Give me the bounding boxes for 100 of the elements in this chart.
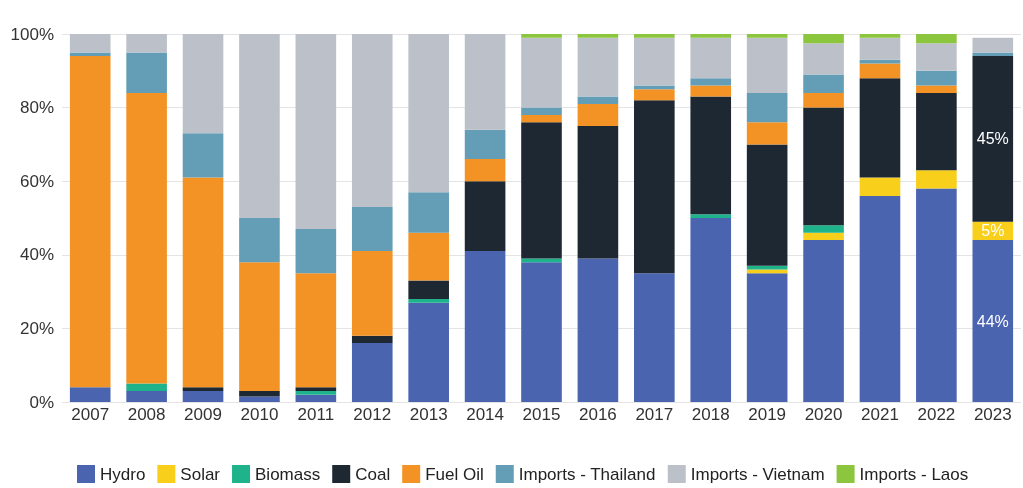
bar xyxy=(634,100,675,274)
bar xyxy=(182,177,224,388)
bar xyxy=(126,92,167,384)
bar xyxy=(746,273,788,402)
x-tick-label: 2021 xyxy=(861,405,899,424)
bar xyxy=(182,390,224,402)
bar xyxy=(916,85,957,93)
bar xyxy=(351,335,393,344)
bar xyxy=(916,43,957,71)
bar xyxy=(916,188,957,402)
bar xyxy=(803,225,844,233)
bar xyxy=(295,273,337,388)
bar xyxy=(803,240,844,402)
bar xyxy=(239,34,280,218)
y-tick-label: 100% xyxy=(10,24,54,44)
bar xyxy=(69,387,111,402)
data-label: 45% xyxy=(976,130,1009,148)
x-tick-label: 2011 xyxy=(297,405,335,424)
bar xyxy=(803,107,844,226)
bar xyxy=(521,262,562,402)
bar xyxy=(182,387,224,391)
legend-label: Biomass xyxy=(255,464,321,484)
bar xyxy=(746,37,788,93)
bar xyxy=(464,159,506,182)
legend-label: Imports - Thailand xyxy=(518,464,656,484)
bar xyxy=(521,34,562,38)
bar xyxy=(803,92,844,108)
bar xyxy=(182,34,224,134)
bar xyxy=(69,34,111,53)
x-tick-label: 2014 xyxy=(466,405,504,424)
bar xyxy=(803,34,844,44)
bar xyxy=(803,43,844,75)
legend-label: Fuel Oil xyxy=(425,464,484,484)
bar xyxy=(916,92,957,171)
bar xyxy=(408,280,449,299)
bar xyxy=(634,37,675,86)
y-tick-label: 20% xyxy=(19,318,54,338)
bar xyxy=(972,52,1014,57)
bar xyxy=(521,122,562,259)
bar xyxy=(126,390,167,402)
bar xyxy=(408,192,449,233)
bar xyxy=(690,37,732,79)
bar xyxy=(690,78,732,86)
x-tick-label: 2008 xyxy=(127,405,166,424)
bar xyxy=(239,262,280,391)
bar xyxy=(916,34,957,44)
bar xyxy=(690,85,732,97)
bar xyxy=(859,78,901,178)
bar xyxy=(916,70,957,86)
bar xyxy=(859,177,901,196)
legend-label: Imports - Vietnam xyxy=(690,464,825,484)
legend-label: Solar xyxy=(180,464,221,484)
bar xyxy=(182,133,224,178)
bar xyxy=(295,34,337,230)
bar xyxy=(521,107,562,115)
bar xyxy=(69,52,111,57)
legend-label: Coal xyxy=(355,464,391,484)
bar xyxy=(634,34,675,38)
bar xyxy=(69,56,111,388)
bar xyxy=(126,52,167,93)
bar xyxy=(295,387,337,391)
bar xyxy=(239,396,280,402)
bar xyxy=(521,37,562,108)
data-label: 44% xyxy=(976,312,1009,330)
x-tick-label: 2017 xyxy=(635,405,674,424)
bar xyxy=(859,195,901,402)
bar xyxy=(351,251,393,336)
bar xyxy=(634,89,675,101)
bar xyxy=(239,390,280,397)
legend-label: Hydro xyxy=(100,464,146,484)
bar xyxy=(126,34,167,53)
bar xyxy=(408,298,449,303)
x-tick-label: 2015 xyxy=(522,405,561,424)
y-tick-label: 0% xyxy=(29,392,54,412)
bar xyxy=(577,258,619,402)
bar xyxy=(859,34,901,38)
bar xyxy=(746,144,788,266)
x-tick-label: 2010 xyxy=(240,405,279,424)
bar xyxy=(126,383,167,391)
y-tick-label: 60% xyxy=(19,171,54,191)
bar xyxy=(803,74,844,93)
y-tick-label: 80% xyxy=(19,98,54,118)
x-tick-label: 2009 xyxy=(184,405,222,424)
bar xyxy=(521,258,562,263)
bar xyxy=(972,240,1014,402)
bar xyxy=(577,34,619,38)
bar xyxy=(464,181,506,252)
x-tick-label: 2022 xyxy=(917,405,956,424)
x-tick-label: 2020 xyxy=(804,405,843,424)
x-tick-label: 2016 xyxy=(579,405,617,424)
bar xyxy=(351,34,393,207)
bar xyxy=(577,37,619,97)
bar xyxy=(746,122,788,145)
bar xyxy=(464,34,506,130)
bar xyxy=(577,96,619,104)
data-label: 5% xyxy=(981,222,1005,240)
bar xyxy=(746,265,788,270)
bar xyxy=(577,126,619,259)
bar xyxy=(690,34,732,38)
bar xyxy=(464,251,506,402)
